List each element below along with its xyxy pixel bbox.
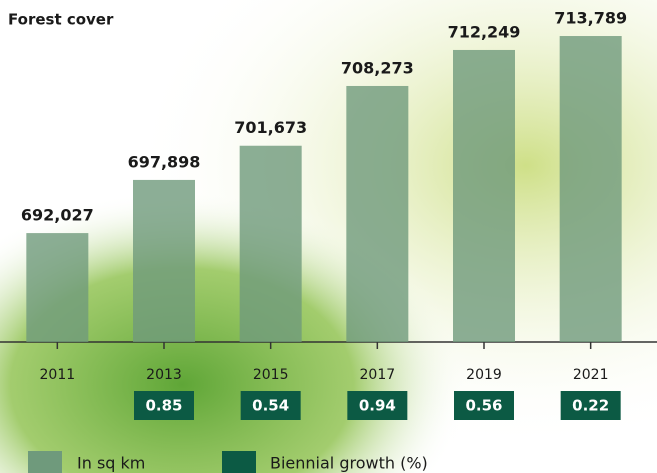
data-label: 692,027 [21,206,94,225]
bar [240,146,302,342]
x-tick-label: 2019 [466,367,502,383]
chart-title: Forest cover [8,11,114,29]
data-label: 697,898 [128,152,201,171]
data-label: 701,673 [234,118,307,137]
x-tick-label: 2013 [146,367,182,383]
legend-swatch [222,451,256,473]
bar [346,86,408,342]
growth-label: 0.85 [145,397,182,415]
data-label: 712,249 [448,22,521,41]
x-tick-label: 2011 [40,367,76,383]
chart: Forest cover 692,027 2011 697,898 2013 0.85 7… [0,0,657,473]
bar [453,50,515,342]
data-label: 708,273 [341,58,414,77]
x-tick-label: 2017 [360,367,396,383]
bar [26,233,88,342]
x-tick-label: 2015 [253,367,289,383]
data-label: 713,789 [554,9,627,28]
growth-label: 0.22 [572,397,609,415]
growth-label: 0.56 [465,397,502,415]
growth-label: 0.54 [252,397,289,415]
legend-label: In sq km [77,454,145,473]
bar [560,36,622,342]
x-tick-label: 2021 [573,367,609,383]
page: {"chart_data": {"type": "bar", "title": … [0,0,657,473]
growth-label: 0.94 [359,397,396,415]
legend-swatch [28,451,62,473]
bar [133,180,195,342]
legend-label: Biennial growth (%) [270,454,428,473]
